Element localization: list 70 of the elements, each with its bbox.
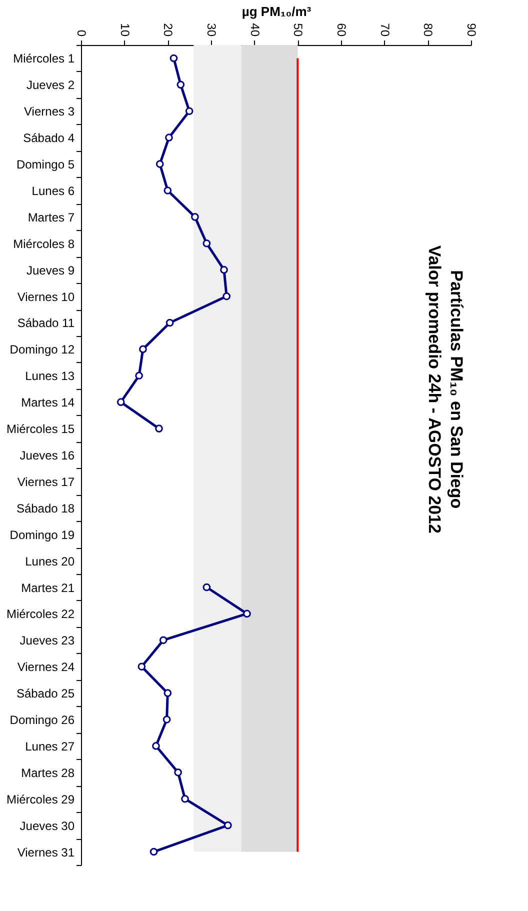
point [181,794,189,803]
point [176,80,185,89]
y-tick-label: Domingo 5 [16,158,75,172]
x-tick-label: 80 [421,23,436,37]
y-tick-label: Jueves 16 [20,448,75,462]
x-tick-label: 40 [248,23,262,37]
point [135,372,143,380]
y-tick-label: Sábado 11 [17,316,75,330]
y-tick-label: Miércoles 15 [6,422,75,436]
point [243,610,251,618]
point [156,160,164,168]
y-tick-label: Jueves 2 [26,78,75,92]
point [165,134,173,142]
y-tick-label: Miércoles 22 [6,607,75,622]
x-tick-label: 50 [291,23,306,37]
y-tick-label: Martes 14 [21,396,75,410]
y-tick-label: Lunes 27 [25,739,75,754]
y-tick-label: Lunes 13 [25,369,75,384]
point [155,424,163,432]
x-tick-label: 60 [334,23,348,37]
point [164,186,172,194]
y-tick-label: Viernes 3 [24,104,75,119]
y-tick-label: Sábado 18 [16,501,75,516]
point [170,54,178,62]
y-tick-label: Lunes 6 [32,184,75,198]
point [152,742,160,750]
x-tick-label: 10 [118,23,132,37]
y-tick-label: Jueves 23 [20,634,75,648]
point [162,716,171,724]
y-tick-label: Viernes 17 [17,474,75,489]
y-tick-label: Domingo 12 [10,342,75,357]
y-tick-label: Viernes 24 [17,660,75,674]
point [224,821,232,830]
point [116,398,125,406]
point [202,239,211,248]
x-tick-label: 90 [464,23,478,37]
point [139,345,147,354]
y-tick-label: Domingo 26 [10,713,75,728]
y-tick-label: Jueves 9 [26,263,75,278]
y-tick-label: Martes 7 [28,210,75,224]
y-tick-label: Sábado 25 [16,686,75,701]
text: Valor promedio 24h - AGOSTO 2012 [425,245,444,534]
x-axis-title: µg PM₁₀/m³ [242,4,312,20]
y-tick-label: Miércoles 29 [6,792,75,806]
y-tick-label: Miércoles 1 [13,52,75,66]
point [191,213,199,221]
x-tick-label: 0 [74,30,88,37]
y-tick-label: Viernes 31 [17,845,75,860]
text: Partículas PM₁₀ en San Diego [447,270,466,509]
x-tick-label: 30 [204,23,218,37]
y-tick-label: Jueves 30 [20,818,75,833]
point [202,583,211,592]
y-tick-label: Lunes 20 [25,554,75,568]
point [138,662,146,671]
point [174,768,182,776]
point [222,292,231,300]
y-tick-label: Martes 21 [21,580,75,595]
y-tick-label: Sábado 4 [23,131,75,146]
point [150,848,158,856]
x-tick-label: 70 [378,23,392,37]
point [166,318,174,327]
x-tick-label: 20 [161,23,176,37]
y-tick-label: Viernes 10 [17,290,75,304]
y-tick-label: Martes 28 [21,766,75,780]
point [220,266,228,274]
point [164,689,172,697]
y-tick-label: Miércoles 8 [13,236,75,251]
point [159,636,168,644]
y-tick-label: Domingo 19 [10,528,75,542]
point [185,107,194,116]
